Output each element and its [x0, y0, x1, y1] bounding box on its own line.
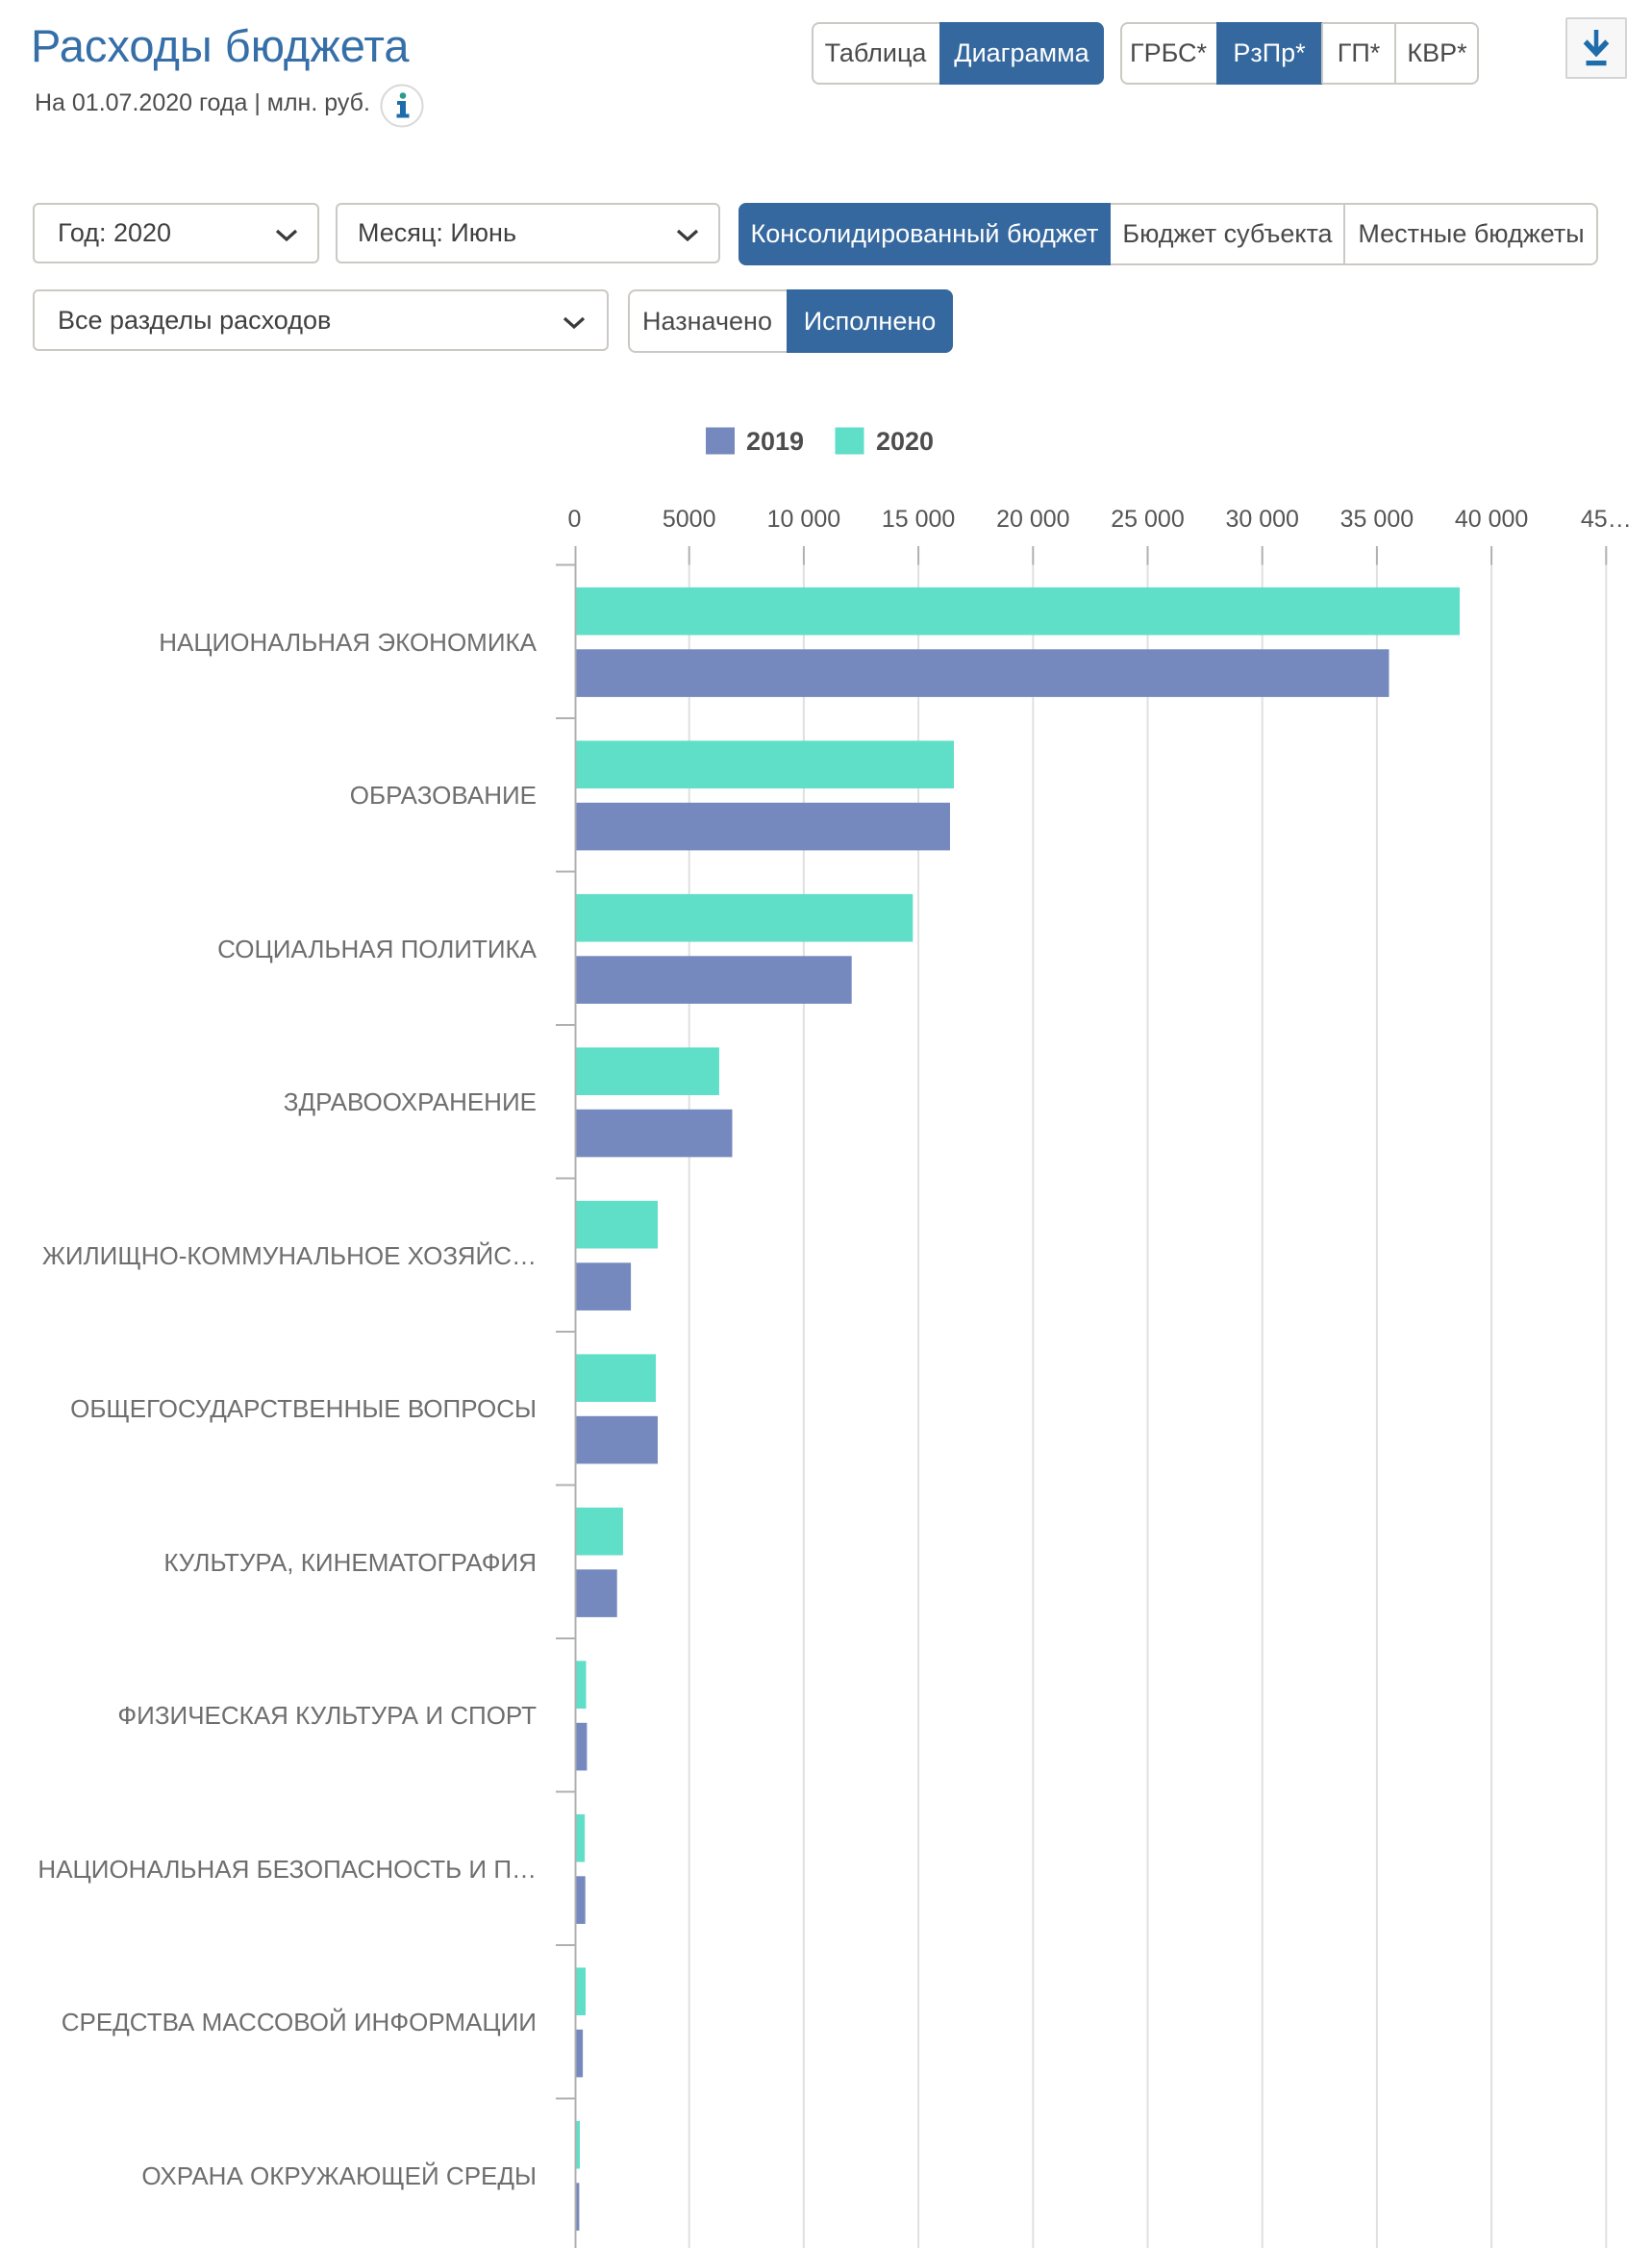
svg-text:ОБЩЕГОСУДАРСТВЕННЫЕ ВОПРОСЫ: ОБЩЕГОСУДАРСТВЕННЫЕ ВОПРОСЫ	[70, 1394, 537, 1423]
svg-text:45…: 45…	[1581, 506, 1632, 533]
svg-text:0: 0	[568, 506, 582, 533]
svg-text:15 000: 15 000	[882, 506, 955, 533]
svg-text:КУЛЬТУРА, КИНЕМАТОГРАФИЯ: КУЛЬТУРА, КИНЕМАТОГРАФИЯ	[163, 1548, 537, 1577]
svg-text:СОЦИАЛЬНАЯ ПОЛИТИКА: СОЦИАЛЬНАЯ ПОЛИТИКА	[217, 935, 538, 963]
svg-text:25 000: 25 000	[1111, 506, 1184, 533]
svg-text:ЖИЛИЩНО-КОММУНАЛЬНОЕ ХОЗЯЙС…: ЖИЛИЩНО-КОММУНАЛЬНОЕ ХОЗЯЙС…	[42, 1241, 537, 1270]
svg-text:ОБРАЗОВАНИЕ: ОБРАЗОВАНИЕ	[350, 781, 537, 810]
svg-text:30 000: 30 000	[1225, 506, 1298, 533]
svg-text:35 000: 35 000	[1340, 506, 1414, 533]
svg-text:20 000: 20 000	[996, 506, 1069, 533]
svg-text:ФИЗИЧЕСКАЯ КУЛЬТУРА И СПОРТ: ФИЗИЧЕСКАЯ КУЛЬТУРА И СПОРТ	[117, 1701, 537, 1730]
svg-text:10 000: 10 000	[767, 506, 840, 533]
svg-text:2019: 2019	[746, 427, 804, 456]
svg-text:НАЦИОНАЛЬНАЯ ЭКОНОМИКА: НАЦИОНАЛЬНАЯ ЭКОНОМИКА	[159, 628, 537, 657]
svg-text:ОХРАНА ОКРУЖАЮЩЕЙ СРЕДЫ: ОХРАНА ОКРУЖАЮЩЕЙ СРЕДЫ	[141, 2161, 537, 2190]
svg-text:2020: 2020	[876, 427, 934, 456]
svg-text:НАЦИОНАЛЬНАЯ БЕЗОПАСНОСТЬ И П…: НАЦИОНАЛЬНАЯ БЕЗОПАСНОСТЬ И П…	[38, 1855, 537, 1884]
svg-text:СРЕДСТВА МАССОВОЙ ИНФОРМАЦИИ: СРЕДСТВА МАССОВОЙ ИНФОРМАЦИИ	[62, 2008, 537, 2036]
svg-text:5000: 5000	[663, 506, 716, 533]
svg-text:40 000: 40 000	[1455, 506, 1528, 533]
svg-text:ЗДРАВООХРАНЕНИЕ: ЗДРАВООХРАНЕНИЕ	[284, 1087, 537, 1116]
